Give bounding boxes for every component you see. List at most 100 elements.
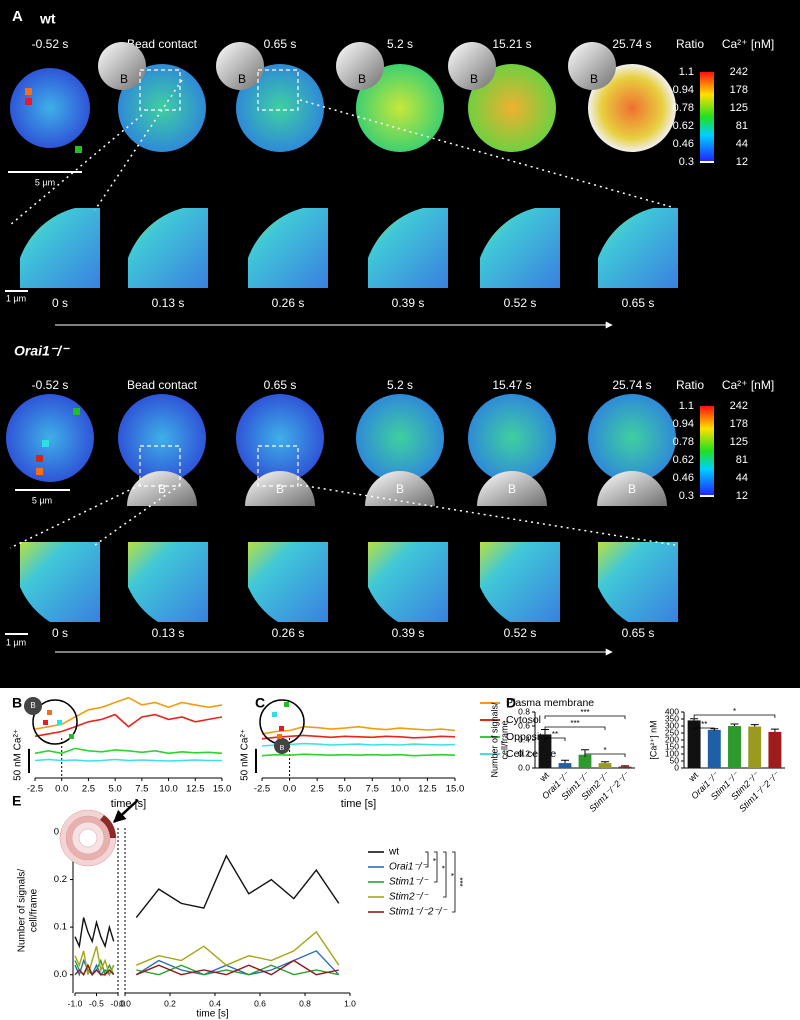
x-tick-label: -2.5 [254,784,270,795]
colorbar-tick-label: 0.78 [673,436,694,448]
colorbar-tick-label: 125 [730,102,748,114]
colorbar-tick-label: 0.46 [673,138,694,150]
zoom-time-label: 0.39 s [392,296,425,310]
trace [34,747,223,755]
zoom-time-label: 0.39 s [392,626,425,640]
x-axis-title: time [s] [196,1009,228,1020]
x-tick-label: -1.0 [68,998,83,1008]
y-axis-title: Number of signals/ [17,869,28,953]
trace [261,725,456,735]
ring-icon [78,828,98,848]
error-bar [621,765,629,767]
bead-label: B [276,482,284,496]
trace [34,758,222,762]
time-label: 25.74 s [612,37,651,51]
bead-label: B [358,72,366,86]
y-tick-label: 0.6 [518,720,530,730]
zoom-image [248,208,328,288]
zoom-image [20,542,100,622]
trace [74,963,115,976]
significance-bracket [693,727,715,731]
y-tick-label: 0.8 [518,706,530,716]
bead-label: B [238,72,246,86]
significance-label: *** [580,708,589,717]
trace [261,734,456,740]
y-tick-label: 50 [670,755,680,765]
trace [74,945,115,977]
trace [261,753,456,757]
zoom-image [598,542,678,622]
legend-label: Orai1⁻/⁻ [389,862,428,873]
zoom-time-label: 0 s [52,296,68,310]
panel-label: E [12,793,21,809]
selection-box [139,445,181,487]
scale-label: 5 µm [32,495,52,505]
roi-icon [57,720,62,725]
trace [136,959,339,976]
pointer-arrow [113,799,139,823]
x-tick-label: 12.5 [418,784,437,795]
scale-label: 1 µm [6,637,26,647]
ring-highlight [100,815,117,838]
zoom-connector [9,484,141,549]
bar [598,763,612,768]
trace [136,930,340,967]
zoom-time-label: 0.52 s [504,296,537,310]
colorbar-tick-label: 1.1 [679,400,694,412]
significance-bracket [584,753,626,757]
y-axis-title: Number of signals/ [489,702,499,778]
bead-label: B [120,72,128,86]
colorbar-tick-label: 242 [730,400,748,412]
cell-image [118,394,206,482]
selection-box [139,69,181,111]
legend-label: Cytosol [506,714,541,726]
colorbar-tick-label: 0.78 [673,102,694,114]
zoom-time-label: 0.26 s [272,296,305,310]
panel-label: C [255,695,265,711]
bead-icon-label: B [30,701,35,710]
error-bar [561,759,569,764]
colorbar-title: Ratio [676,37,704,51]
x-tick-label: 10.0 [159,784,178,795]
zoom-image [368,208,448,288]
x-tick-label: 5.0 [338,784,351,795]
bead [336,42,384,90]
x-tick-label: 0.0 [283,784,296,795]
legend-label: Plasma membrane [506,697,594,709]
colorbar-tick-label: 178 [730,84,748,96]
y-tick-label: 100 [665,748,679,758]
bead-label: B [470,72,478,86]
zoom-connector [9,114,143,226]
zoom-time-label: 0.65 s [622,296,655,310]
significance-label: * [437,865,446,868]
roi-marker [36,455,43,462]
y-tick-label: 0.0 [518,762,530,772]
x-tick-label: 0.4 [209,998,221,1008]
y-tick-label: 0.2 [518,748,530,758]
scale-label: 5 µm [35,177,55,187]
time-label: -0.52 s [32,378,69,392]
y-tick-label: 350 [665,713,679,723]
bead [448,42,496,90]
x-tick-label: 0.6 [254,998,266,1008]
zoom-image [248,542,328,622]
trace [34,713,223,738]
time-label: 0.65 s [264,37,297,51]
zoom-time-label: 0.13 s [152,296,185,310]
cell-image [468,394,556,482]
x-tick-label: 12.5 [186,784,205,795]
legend-label: Stim1⁻/⁻2⁻/⁻ [389,907,448,918]
roi-marker [75,146,82,153]
x-tick-label: 2.5 [82,784,95,795]
bead-label: B [396,482,404,496]
colorbar-title: Ca²⁺ [nM] [722,378,774,392]
y-tick-label: 200 [665,734,679,744]
bar [687,720,701,768]
significance-bracket [452,851,456,913]
legend-label: Stim2⁻/⁻ [389,892,429,903]
colorbar [700,406,714,496]
bead-icon-label: B [280,745,285,752]
bead [568,42,616,90]
zoom-image [20,208,100,288]
bead [365,471,435,506]
